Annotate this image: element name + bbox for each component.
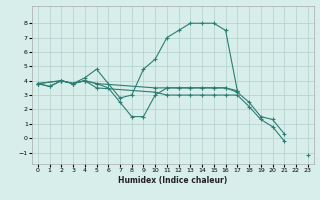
X-axis label: Humidex (Indice chaleur): Humidex (Indice chaleur) bbox=[118, 176, 228, 185]
